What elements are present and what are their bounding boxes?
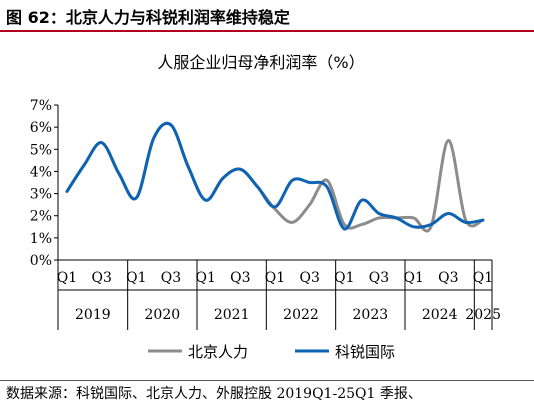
x-quarter-label: Q1: [403, 270, 423, 286]
x-quarter-label: Q3: [230, 270, 250, 286]
line-chart: 人服企业归母净利润率（%） 0% 1% 2% 3% 4% 5% 6% 7% Q1 Q3 Q1 Q3 Q1…: [30, 53, 501, 361]
source-note: 数据来源：科锐国际、北京人力、外服控股 2019Q1-25Q1 季报、: [6, 386, 422, 402]
x-year-label: 2024: [422, 307, 458, 323]
x-quarter-label: Q3: [161, 270, 181, 286]
x-quarter-label: Q1: [195, 270, 215, 286]
series-layer: [65, 121, 485, 233]
x-quarter-label: Q1: [473, 270, 493, 286]
x-year-label: 2023: [353, 307, 389, 323]
y-tick-label: 6%: [30, 120, 52, 136]
x-quarter-label: Q3: [369, 270, 389, 286]
source-rule: [0, 380, 534, 381]
x-year-label: 2025: [465, 307, 501, 323]
x-quarter-label: Q1: [126, 270, 146, 286]
x-quarter-label: Q1: [265, 270, 285, 286]
y-tick-label: 4%: [30, 164, 52, 180]
x-quarter-label: Q3: [438, 270, 458, 286]
y-tick-label: 2%: [30, 209, 52, 225]
series-line-0: [65, 121, 485, 233]
y-tick-label: 5%: [30, 142, 52, 158]
x-quarter-label: Q3: [299, 270, 319, 286]
chart-title: 人服企业归母净利润率（%）: [157, 53, 364, 72]
series-line-1: [65, 121, 485, 231]
legend-label: 北京人力: [188, 343, 248, 361]
x-quarter-label: Q1: [57, 270, 77, 286]
x-year-label: 2020: [145, 307, 181, 323]
x-quarter-label: Q1: [334, 270, 354, 286]
y-tick-label: 7%: [30, 98, 52, 114]
axes: 0% 1% 2% 3% 4% 5% 6% 7% Q1 Q3 Q1 Q3 Q1 Q3 Q1 Q3 Q1 Q3 Q1 Q3…: [30, 98, 501, 330]
y-tick-label: 3%: [30, 187, 52, 203]
y-tick-label: 0%: [30, 253, 52, 269]
legend-label: 科锐国际: [335, 343, 395, 361]
y-tick-label: 1%: [30, 231, 52, 247]
x-year-label: 2022: [283, 307, 319, 323]
x-year-label: 2021: [214, 307, 250, 323]
x-quarter-label: Q3: [91, 270, 111, 286]
x-year-label: 2019: [75, 307, 111, 323]
figure-title: 图 62：北京人力与科锐利润率维持稳定: [6, 8, 290, 27]
title-rule: [0, 30, 534, 32]
legend: 北京人力 科锐国际: [148, 343, 395, 361]
